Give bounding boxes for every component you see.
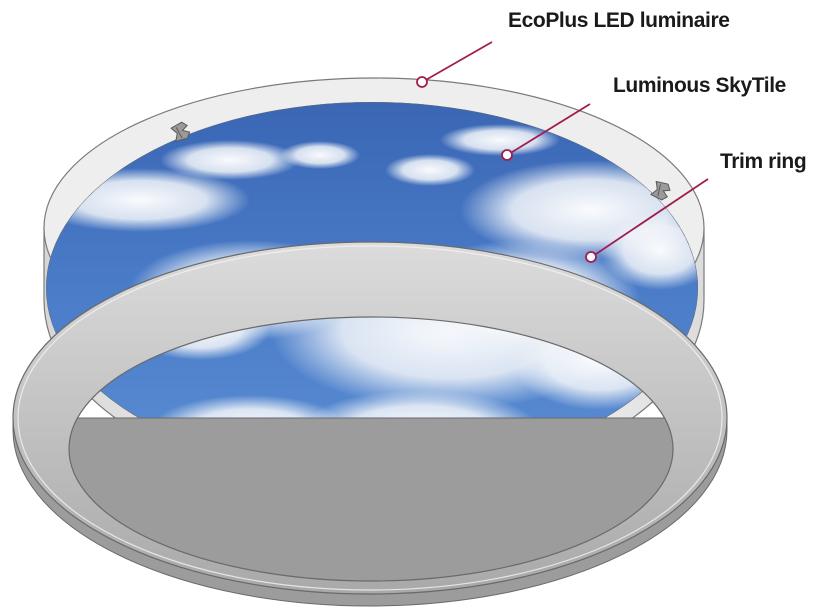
- callout-trim: Trim ring: [585, 150, 807, 263]
- callout-label-luminaire: EcoPlus LED luminaire: [508, 9, 730, 32]
- callout-luminaire: EcoPlus LED luminaire: [416, 9, 730, 88]
- callout-marker: [416, 76, 428, 88]
- callout-marker: [501, 149, 513, 161]
- trim-ring: [12, 241, 728, 607]
- mounting-clip-left-icon: [170, 121, 191, 143]
- mounting-clip-right-icon: [650, 180, 671, 201]
- callout-label-trim: Trim ring: [720, 150, 806, 173]
- callout-skytile: Luminous SkyTile: [501, 74, 786, 161]
- callout-label-skytile: Luminous SkyTile: [613, 74, 786, 97]
- callout-marker: [585, 251, 597, 263]
